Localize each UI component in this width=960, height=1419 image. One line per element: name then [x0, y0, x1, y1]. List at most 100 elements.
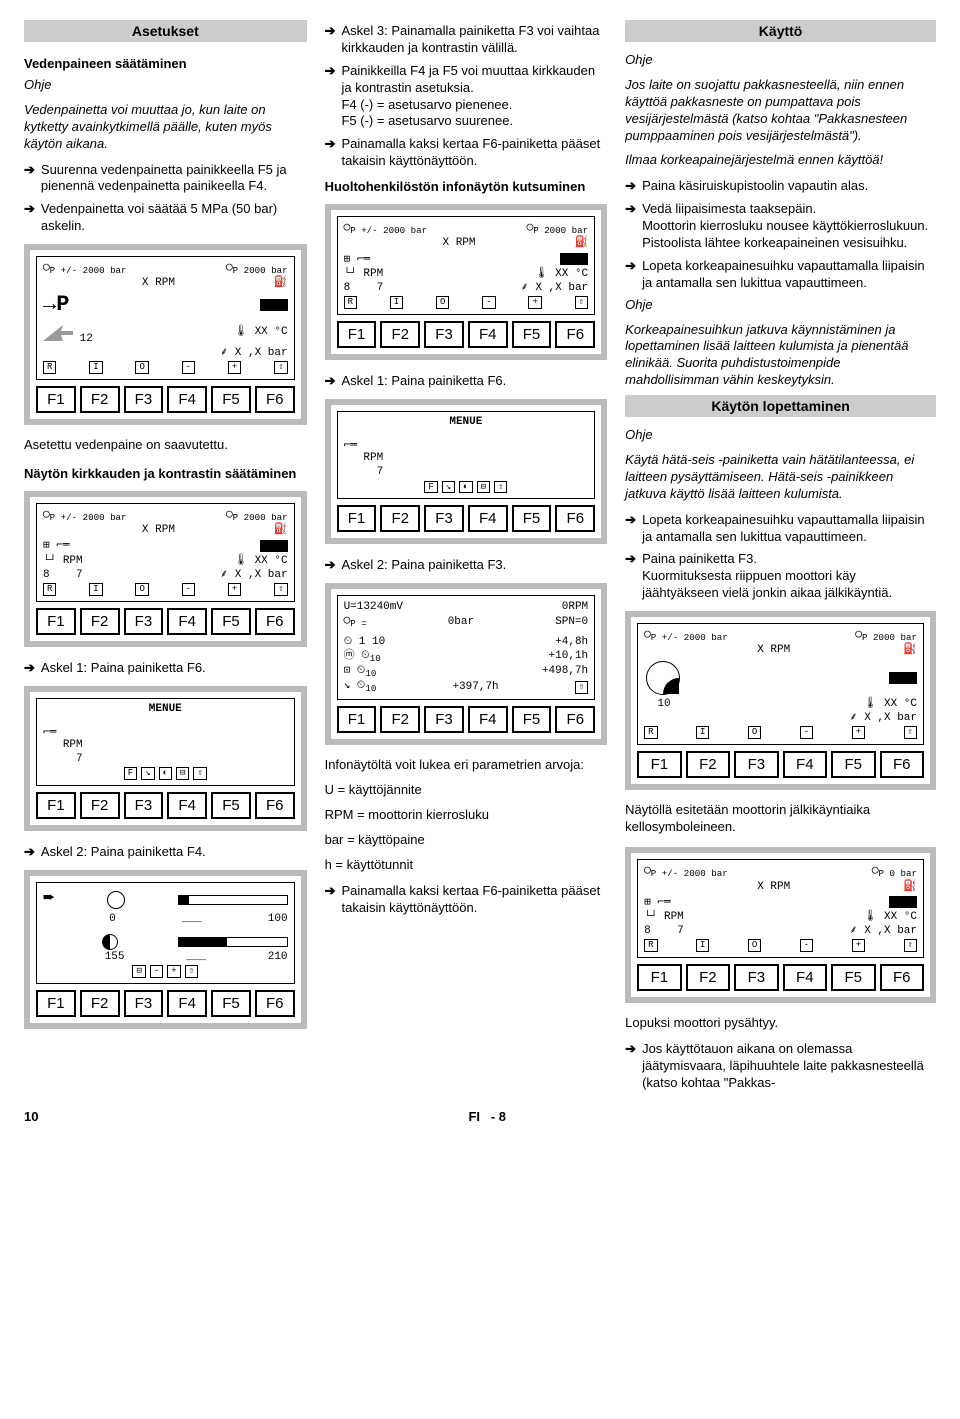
fkey-f3[interactable]: F3 — [124, 386, 164, 413]
fkey-row: F1 F2 F3 F4 F5 F6 — [337, 321, 596, 348]
fkey-f6[interactable]: F6 — [555, 505, 595, 532]
fkey-f3[interactable]: F3 — [424, 321, 464, 348]
c2-menue: MENUE ⌐═ RPM 7 F ↘ ◐ ⊟ ⇧ F1 F2 F3 F4 — [325, 399, 608, 545]
fkey-f2[interactable]: F2 — [380, 505, 420, 532]
mbtn: ↘ — [442, 481, 455, 494]
fkey-f4[interactable]: F4 — [468, 706, 508, 733]
btn-minus: - — [182, 361, 195, 374]
p-pointer: →P — [43, 292, 69, 318]
sub-waterpressure: Vedenpaineen säätäminen — [24, 56, 307, 71]
fkey-f4[interactable]: F4 — [167, 608, 207, 635]
fkey-f2[interactable]: F2 — [380, 321, 420, 348]
fkey-f4[interactable]: F4 — [468, 505, 508, 532]
fkey-f5[interactable]: F5 — [831, 964, 875, 991]
s2min: 155 — [105, 951, 125, 964]
sbtn: ⊟ — [132, 965, 145, 978]
ohje-text: Ohje — [24, 77, 51, 92]
fkey-f5[interactable]: F5 — [831, 751, 875, 778]
fkey-f6[interactable]: F6 — [880, 751, 924, 778]
fkey-f6[interactable]: F6 — [555, 706, 595, 733]
fkey-f6[interactable]: F6 — [255, 608, 295, 635]
fkey-f5[interactable]: F5 — [211, 990, 251, 1017]
fkey-f5[interactable]: F5 — [211, 386, 251, 413]
info-bar: 0bar — [448, 616, 474, 629]
fkey-f6[interactable]: F6 — [555, 321, 595, 348]
p1: Vedenpainetta voi muuttaa jo, kun laite … — [24, 102, 307, 153]
fkey-f2[interactable]: F2 — [80, 990, 120, 1017]
n7: 7 — [76, 569, 83, 581]
fkey-f2[interactable]: F2 — [80, 608, 120, 635]
fkey-f3[interactable]: F3 — [424, 706, 464, 733]
step2-text: Askel 2: Paina painiketta F4. — [41, 844, 307, 861]
temp: XX °C — [884, 911, 917, 923]
fkey-f6[interactable]: F6 — [255, 990, 295, 1017]
btn-plus: + — [228, 583, 241, 596]
mbtn: F — [124, 767, 137, 780]
fkey-f5[interactable]: F5 — [512, 706, 552, 733]
fkey-f5[interactable]: F5 — [211, 608, 251, 635]
fkey-f5[interactable]: F5 — [512, 321, 552, 348]
fkey-f6[interactable]: F6 — [255, 792, 295, 819]
btn: R — [644, 939, 657, 952]
footer-right: - 8 — [491, 1109, 506, 1124]
fkey-f2[interactable]: F2 — [80, 792, 120, 819]
fkey-f1[interactable]: F1 — [36, 386, 76, 413]
xxbar: X ,X bar — [864, 712, 917, 724]
info-l3a: 10 — [365, 668, 376, 679]
c2-a3-text: Painamalla kaksi kertaa F6-painiketta pä… — [341, 136, 607, 170]
arrow-icon: ➔ — [24, 162, 35, 196]
fkey-f3[interactable]: F3 — [734, 964, 778, 991]
info-l4a: 10 — [365, 683, 376, 694]
fkey-f6[interactable]: F6 — [880, 964, 924, 991]
fkey-row: F1 F2 F3 F4 F5 F6 — [36, 608, 295, 635]
fkey-f3[interactable]: F3 — [734, 751, 778, 778]
fkey-f4[interactable]: F4 — [167, 386, 207, 413]
fkey-f2[interactable]: F2 — [80, 386, 120, 413]
fkey-f3[interactable]: F3 — [124, 608, 164, 635]
xrpm: X RPM — [443, 237, 476, 250]
fkey-f1[interactable]: F1 — [637, 964, 681, 991]
fkey-f3[interactable]: F3 — [424, 505, 464, 532]
fkey-f1[interactable]: F1 — [36, 792, 76, 819]
fkey-f1[interactable]: F1 — [337, 706, 377, 733]
fkey-f1[interactable]: F1 — [337, 321, 377, 348]
fkey-f4[interactable]: F4 — [783, 964, 827, 991]
fkey-f3[interactable]: F3 — [124, 792, 164, 819]
fkey-f1[interactable]: F1 — [337, 505, 377, 532]
fkey-f4[interactable]: F4 — [167, 990, 207, 1017]
btn: O — [748, 726, 761, 739]
fkey-f2[interactable]: F2 — [686, 751, 730, 778]
fkey-f5[interactable]: F5 — [512, 505, 552, 532]
fkey-f4[interactable]: F4 — [468, 321, 508, 348]
arrow-item: ➔Suurenna vedenpainetta painikkeella F5 … — [24, 162, 307, 196]
fkey-f4[interactable]: F4 — [167, 792, 207, 819]
p-right: P 2000 bar — [533, 225, 588, 236]
s1gap: ___ — [182, 913, 202, 926]
btn-o: O — [135, 361, 148, 374]
p-rpm: RPM = moottorin kierrosluku — [325, 807, 608, 824]
fkey-f1[interactable]: F1 — [36, 608, 76, 635]
n7: 7 — [677, 925, 684, 937]
n7: 7 — [377, 282, 384, 294]
fkey-f3[interactable]: F3 — [124, 990, 164, 1017]
c3-panel2: ◯P +/- 2000 bar◯P 0 bar X RPM⛽ ⊞ ⌐═ └┘ R… — [625, 847, 936, 1003]
p-right: ◯P 2000 bar — [226, 262, 288, 276]
fkey-f2[interactable]: F2 — [380, 706, 420, 733]
fkey-f4[interactable]: F4 — [783, 751, 827, 778]
n7: 7 — [76, 753, 83, 765]
c3-a5-text: Paina painiketta F3.Kuormituksesta riipp… — [642, 551, 936, 602]
rpm-label: RPM — [363, 452, 383, 464]
c2-step2: ➔Askel 2: Paina painiketta F3. — [325, 557, 608, 574]
c2-a2-text: Painikkeilla F4 ja F5 voi muuttaa kirkka… — [341, 63, 607, 131]
fkey-f1[interactable]: F1 — [637, 751, 681, 778]
c3-panel1: ◯P +/- 2000 bar◯P 2000 bar X RPM⛽ 10🌡 XX… — [625, 611, 936, 790]
fkey-f6[interactable]: F6 — [255, 386, 295, 413]
fkey-f1[interactable]: F1 — [36, 990, 76, 1017]
xrpm: X RPM — [142, 524, 175, 537]
step2: ➔Askel 2: Paina painiketta F4. — [24, 844, 307, 861]
footer-mid: FI — [468, 1109, 480, 1124]
ohje-label: Ohje — [24, 77, 307, 94]
fkey-f5[interactable]: F5 — [211, 792, 251, 819]
fkey-row: F1 F2 F3 F4 F5 F6 — [36, 792, 295, 819]
fkey-f2[interactable]: F2 — [686, 964, 730, 991]
